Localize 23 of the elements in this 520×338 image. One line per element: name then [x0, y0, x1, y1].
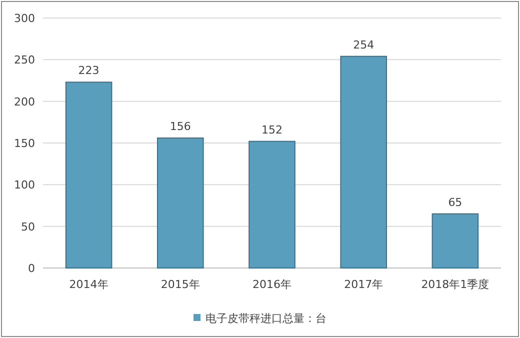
- data-label: 65: [448, 196, 462, 209]
- x-tick-label: 2018年1季度: [421, 278, 490, 291]
- y-tick-label: 300: [14, 12, 35, 25]
- x-tick-label: 2014年: [69, 278, 108, 291]
- bar: [340, 56, 387, 268]
- data-label: 254: [353, 38, 374, 52]
- x-tick-label: 2016年: [252, 278, 292, 291]
- y-tick-label: 250: [14, 54, 35, 67]
- y-tick-label: 100: [14, 178, 35, 192]
- data-label: 156: [170, 120, 191, 133]
- legend-label: 电子皮带秤进口总量：台: [206, 312, 326, 325]
- bar: [157, 138, 204, 268]
- y-tick-label: 200: [14, 95, 35, 108]
- y-tick-label: 50: [21, 220, 35, 234]
- x-tick-label: 2015年: [160, 278, 200, 291]
- x-tick-label: 2017年: [344, 278, 384, 291]
- y-tick-label: 0: [28, 262, 35, 275]
- data-label: 152: [262, 123, 282, 136]
- bar: [432, 213, 479, 268]
- bar: [248, 140, 296, 268]
- bar: [65, 82, 112, 268]
- data-label: 223: [78, 64, 100, 78]
- y-tick-label: 150: [14, 137, 35, 150]
